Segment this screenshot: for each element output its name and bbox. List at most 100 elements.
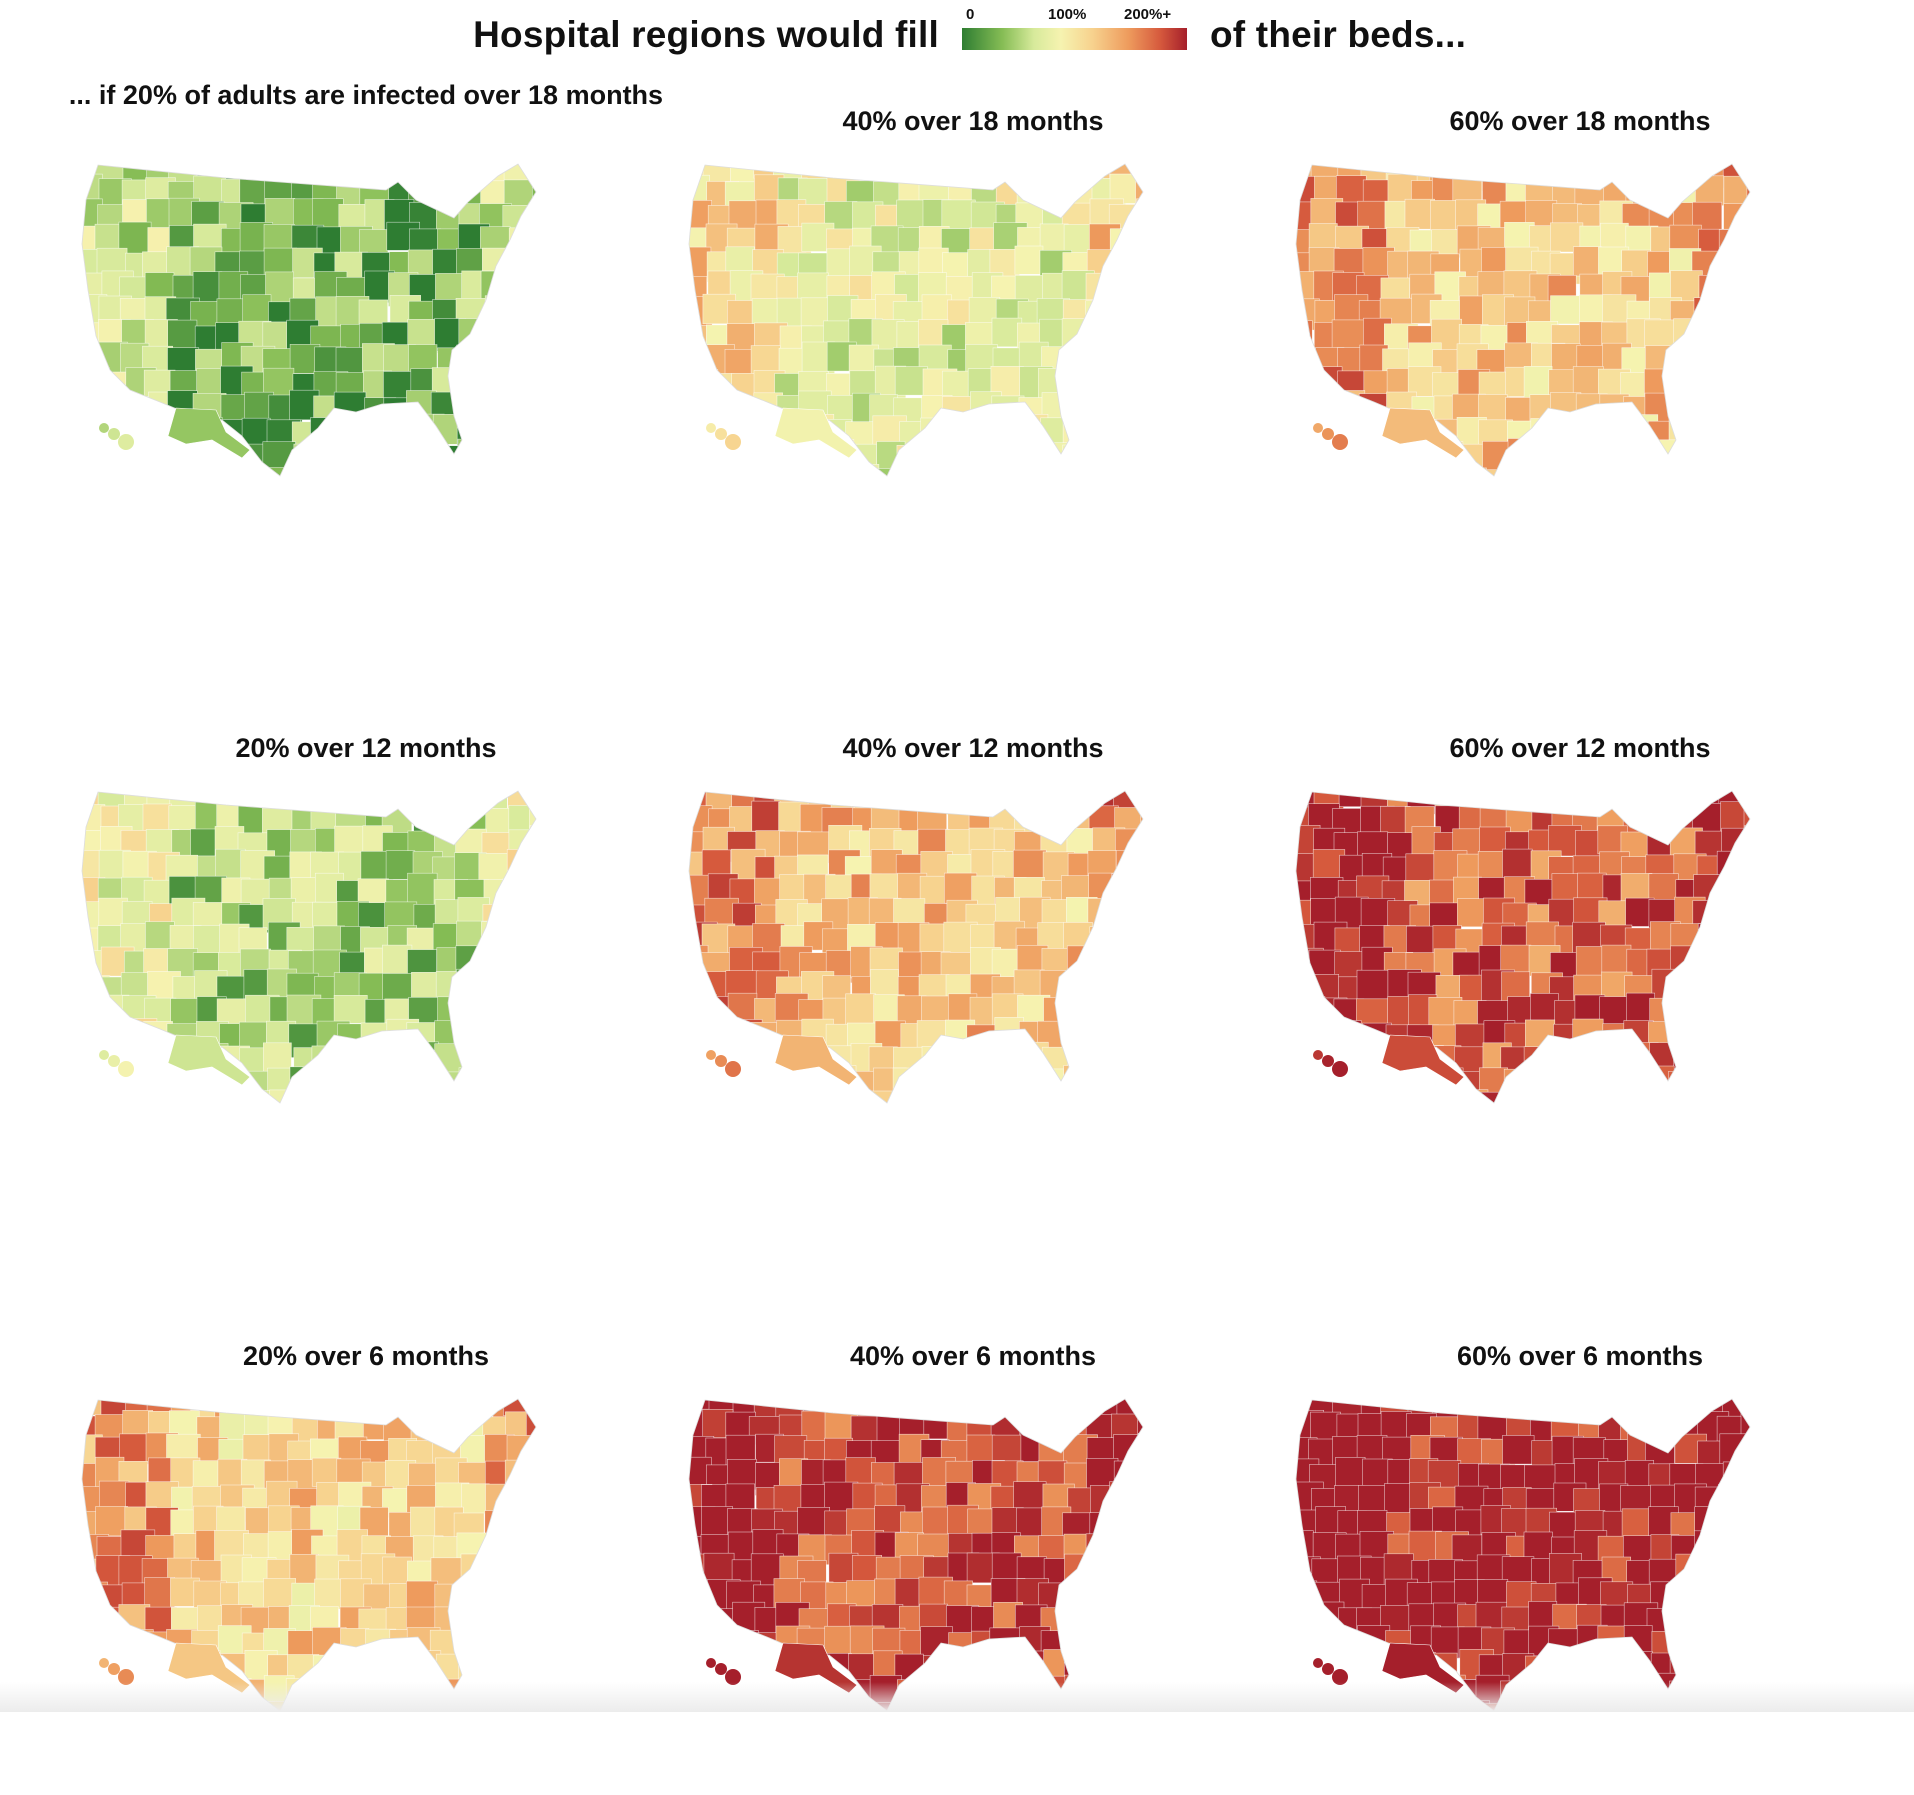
hospital-region (1693, 345, 1726, 380)
hospital-region (989, 468, 1021, 476)
panel-title: 20% over 12 months (235, 733, 497, 763)
hawaii-island (706, 1658, 716, 1668)
panel-title: 40% over 18 months (842, 106, 1104, 136)
hospital-region (1089, 926, 1123, 957)
hospital-region (1672, 369, 1704, 402)
hospital-region (921, 294, 952, 324)
hospital-region (411, 1064, 442, 1095)
hospital-region (1719, 366, 1750, 396)
bottom-fade (0, 1682, 1914, 1712)
hospital-region (689, 1092, 709, 1103)
hospital-region (244, 164, 275, 184)
hospital-region (532, 1607, 536, 1637)
hospital-region (990, 366, 1024, 397)
hospital-region (413, 164, 448, 189)
hospital-region (358, 1071, 388, 1103)
hospital-region (1085, 416, 1118, 451)
hospital-region (1136, 1508, 1143, 1542)
hospital-region (1645, 791, 1679, 813)
hospital-region (1409, 443, 1439, 475)
hospital-region (1111, 1069, 1143, 1101)
hospital-region (1670, 945, 1704, 975)
hospital-region (1696, 951, 1729, 984)
hospital-region (946, 1043, 981, 1074)
hospital-region (219, 462, 252, 476)
hospital-region (827, 468, 858, 476)
hospital-region (485, 1536, 520, 1569)
hospital-region (1140, 247, 1143, 282)
alaska-region (1381, 407, 1465, 459)
hospital-region (1645, 1065, 1675, 1099)
hospital-region (1108, 416, 1140, 450)
hawaii-island (715, 1663, 727, 1675)
hospital-region (341, 462, 376, 476)
hospital-region (477, 464, 509, 476)
hospital-region (1746, 1580, 1750, 1613)
hospital-region (478, 1024, 510, 1058)
hospital-region (1721, 1583, 1750, 1618)
us-choropleth-map (688, 1398, 1144, 1712)
hospital-region (1137, 1552, 1143, 1586)
hospital-region (946, 1649, 981, 1684)
hawaii-island (1322, 1663, 1334, 1675)
hospital-region (1740, 1409, 1750, 1443)
hospital-region (1111, 873, 1143, 903)
hospital-region (730, 462, 762, 476)
hospital-region (1746, 1091, 1750, 1103)
hospital-region (1547, 1399, 1583, 1419)
hospital-region (290, 1091, 323, 1103)
hospital-region (1135, 324, 1143, 359)
hospital-region (1622, 1399, 1657, 1419)
us-choropleth-map (1295, 790, 1751, 1104)
hospital-region (383, 1093, 415, 1103)
hospital-region (533, 1505, 536, 1539)
hospital-region (501, 467, 532, 476)
hospital-region (531, 998, 536, 1033)
hospital-region (98, 1021, 128, 1054)
hospital-region (1336, 465, 1368, 476)
hawaii-island (1332, 1061, 1348, 1077)
hospital-region (1668, 419, 1701, 453)
hospital-region (689, 440, 713, 470)
hospital-region (1715, 1560, 1750, 1590)
hospital-region (407, 872, 438, 906)
hospital-region (896, 444, 930, 476)
hospital-region (1743, 801, 1750, 836)
hospital-region (1693, 1583, 1723, 1615)
hospital-region (942, 1095, 974, 1103)
hospital-region (1744, 825, 1750, 860)
hospital-region (1133, 391, 1143, 426)
hospital-region (1575, 946, 1606, 978)
hospital-region (1695, 175, 1724, 206)
hospital-region (991, 1653, 1022, 1684)
hospital-region (1310, 393, 1344, 427)
hospital-region (1578, 1041, 1610, 1074)
hospital-region (689, 974, 712, 1007)
legend-tick-100: 100% (1048, 6, 1087, 23)
hospital-region (1723, 1605, 1750, 1635)
us-choropleth-map (688, 163, 1144, 477)
hospital-region (532, 1460, 536, 1493)
map-panel-20-6: 20% over 6 months (66, 1335, 666, 1795)
hospital-region (965, 164, 998, 185)
hospital-region (1133, 273, 1143, 304)
hospital-region (485, 373, 518, 403)
hospital-region (1744, 442, 1750, 473)
hospital-region (1114, 275, 1143, 306)
hospital-region (1507, 438, 1540, 470)
hawaii-island (725, 434, 741, 450)
alaska-region (774, 407, 858, 459)
hospital-region (703, 1552, 735, 1582)
hospital-region-cells (82, 791, 536, 1103)
hospital-region (1672, 468, 1702, 476)
hospital-region (310, 1068, 341, 1101)
hospital-region (406, 1022, 436, 1054)
hospital-region (1698, 1022, 1731, 1055)
hospital-region (1038, 802, 1072, 831)
hospital-region (504, 443, 536, 476)
hospital-region (1138, 852, 1143, 886)
hospital-region (1139, 900, 1143, 935)
hospital-region (360, 791, 394, 811)
hospital-region (433, 1089, 466, 1103)
hospital-region (1697, 390, 1732, 425)
